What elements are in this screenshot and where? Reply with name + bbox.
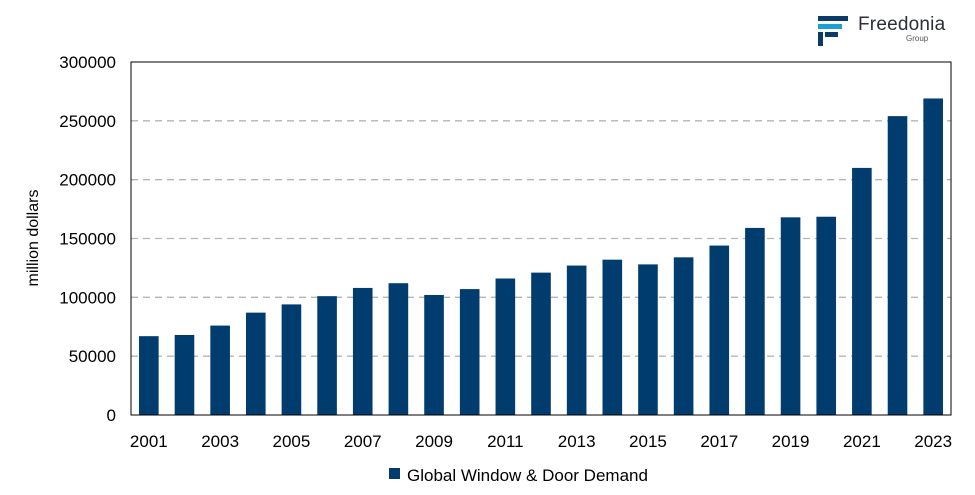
freedonia-logo: Freedonia Group bbox=[818, 14, 948, 48]
x-tick-labels: 2001 2003 2005 2007 2009 2011 2013 2015 2017 2019… bbox=[130, 432, 952, 451]
bar-2021 bbox=[852, 167, 872, 415]
bar-2019 bbox=[780, 217, 801, 415]
y-tick-label: 250000 bbox=[59, 112, 116, 131]
bar-2001 bbox=[139, 336, 159, 415]
bar-2014 bbox=[602, 259, 623, 415]
logo-subtitle: Group bbox=[906, 34, 929, 43]
bar-2005 bbox=[281, 304, 302, 415]
y-axis-title: million dollars bbox=[25, 190, 42, 287]
bar-2022 bbox=[887, 116, 908, 416]
y-tick-label: 50000 bbox=[69, 347, 116, 366]
y-tick-label: 150000 bbox=[59, 230, 116, 249]
freedonia-logo-icon bbox=[818, 16, 848, 46]
x-tick-label: 2019 bbox=[772, 432, 810, 451]
plot-area-border bbox=[130, 61, 952, 416]
bar-2016 bbox=[673, 257, 694, 415]
bar-2007 bbox=[352, 287, 373, 415]
y-tick-label: 100000 bbox=[59, 288, 116, 307]
bar-2002 bbox=[174, 334, 195, 415]
bar-2011 bbox=[495, 278, 516, 415]
bar-2003 bbox=[210, 325, 230, 415]
logo-wordmark: Freedonia bbox=[858, 14, 946, 35]
x-tick-label: 2005 bbox=[273, 432, 311, 451]
x-tick-label: 2003 bbox=[201, 432, 239, 451]
legend-label: Global Window & Door Demand bbox=[407, 466, 648, 485]
legend-swatch bbox=[389, 468, 400, 479]
x-tick-label: 2001 bbox=[130, 432, 168, 451]
bar-2020 bbox=[816, 216, 837, 415]
bar-2012 bbox=[531, 272, 551, 415]
x-tick-label: 2017 bbox=[700, 432, 738, 451]
x-tick-label: 2011 bbox=[487, 432, 524, 451]
legend: Global Window & Door Demand bbox=[389, 466, 648, 485]
bar-2023 bbox=[923, 98, 943, 415]
x-tick-label: 2023 bbox=[914, 432, 952, 451]
bar-2009 bbox=[424, 294, 444, 415]
y-tick-label: 0 bbox=[107, 406, 116, 425]
bar-2008 bbox=[388, 283, 409, 415]
bar-2006 bbox=[317, 296, 337, 415]
bar-2010 bbox=[459, 289, 480, 415]
y-tick-label: 300000 bbox=[59, 53, 116, 72]
x-tick-label: 2007 bbox=[344, 432, 382, 451]
bars bbox=[139, 98, 943, 416]
bar-2004 bbox=[245, 312, 266, 415]
x-tick-label: 2021 bbox=[843, 432, 881, 451]
bar-2013 bbox=[566, 265, 587, 415]
x-tick-label: 2009 bbox=[415, 432, 453, 451]
x-tick-label: 2015 bbox=[629, 432, 667, 451]
bar-2015 bbox=[638, 264, 658, 415]
y-tick-label: 200000 bbox=[59, 171, 116, 190]
bar-2018 bbox=[745, 227, 765, 415]
bar-2017 bbox=[709, 245, 730, 415]
x-tick-label: 2013 bbox=[558, 432, 596, 451]
y-tick-labels: 0 50000 100000 150000 200000 250000 300000 bbox=[59, 53, 116, 425]
